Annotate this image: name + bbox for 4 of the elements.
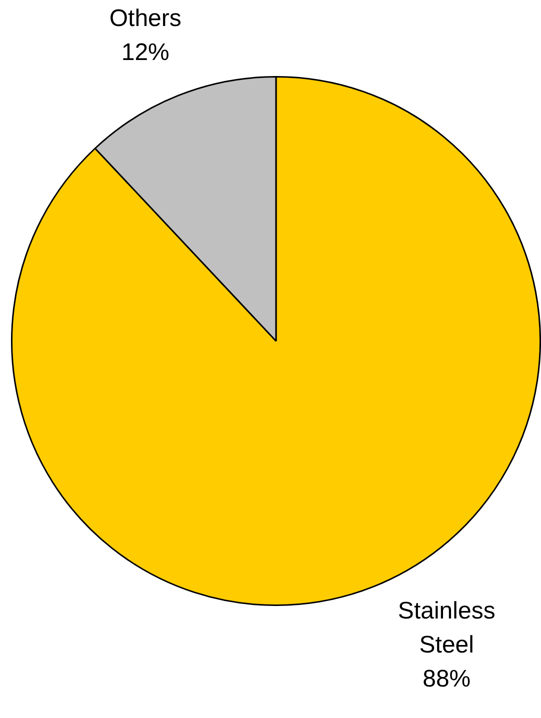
slice-label: Others	[109, 4, 182, 32]
slice-label: Stainless Steel	[398, 597, 496, 658]
data-label: 88%	[422, 665, 471, 692]
data-label: 12%	[121, 38, 170, 66]
